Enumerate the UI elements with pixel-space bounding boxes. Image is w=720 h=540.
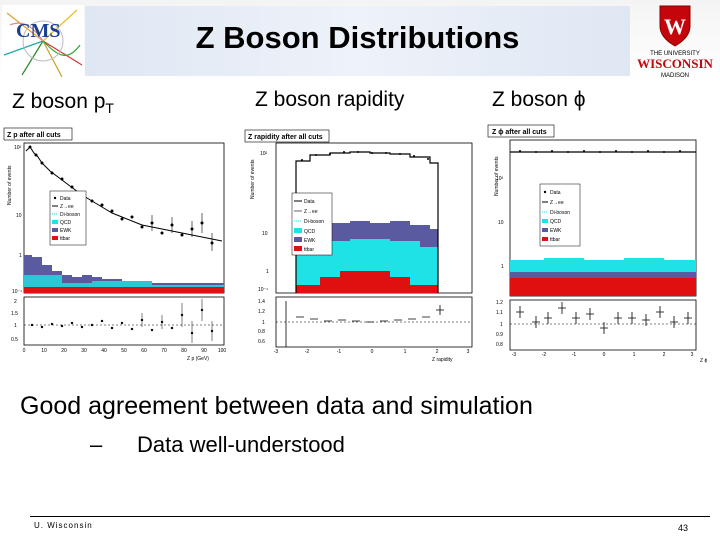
plot-label-rapidity: Z boson rapidity xyxy=(255,88,405,111)
phi-legend-diboson: Di-boson xyxy=(550,210,570,216)
logo-line2: WISCONSIN xyxy=(637,56,713,71)
cms-logo: CMS xyxy=(2,5,84,78)
phi-ytick-2: 1 xyxy=(501,264,504,270)
title-band xyxy=(85,6,630,76)
phi-ratio-ytick-4: 0.8 xyxy=(496,342,503,348)
phi-xtick-3: 0 xyxy=(603,352,606,358)
phi-xtick-2: -1 xyxy=(572,352,577,358)
pt-legend-ewk: EWK xyxy=(60,228,72,234)
phi-panel-title: Z ϕ after all cuts xyxy=(492,129,547,136)
rapidity-ratio-ytick-1: 1.2 xyxy=(258,309,265,315)
rapidity-xaxis-title: Z rapidity xyxy=(432,357,453,363)
rapidity-ytick-2: 1 xyxy=(266,269,269,275)
rapidity-ratio-ytick-2: 1 xyxy=(262,320,265,326)
page-number: 43 xyxy=(678,523,689,533)
pt-xtick-7: 70 xyxy=(161,348,167,354)
phi-xtick-0: -3 xyxy=(512,352,517,358)
rapidity-xtick-1: -2 xyxy=(305,349,310,355)
rapidity-legend-diboson: Di-boson xyxy=(304,219,324,225)
phi-legend-zee: Z→ee xyxy=(550,200,564,206)
phi-xtick-4: 1 xyxy=(633,352,636,358)
svg-text:CMS: CMS xyxy=(16,20,60,42)
bullet-text: Data well-understood xyxy=(137,432,345,457)
pt-ytick-2: 1 xyxy=(19,253,22,259)
pt-xtick-9: 90 xyxy=(201,348,207,354)
rapidity-ratio-ytick-3: 0.8 xyxy=(258,329,265,335)
pt-xtick-6: 60 xyxy=(141,348,147,354)
phi-legend-ttbar: ttbar xyxy=(550,237,560,243)
rapidity-ratio-ytick-4: 0.6 xyxy=(258,339,265,345)
rapidity-ylabel: Number of events xyxy=(250,159,256,199)
phi-ratio-ytick-2: 1 xyxy=(500,322,503,328)
phi-legend-qcd: QCD xyxy=(550,219,562,225)
pt-xtick-5: 50 xyxy=(121,348,127,354)
phi-ytick-0: 10² xyxy=(496,176,504,182)
pt-ylabel: Number of events xyxy=(7,165,13,205)
pt-legend-zee: Z→ee xyxy=(60,204,74,210)
pt-ratio-ytick-1: 1.5 xyxy=(11,311,18,317)
rapidity-xtick-5: 2 xyxy=(436,349,439,355)
footer-institution: U. Wisconsin xyxy=(34,521,93,530)
pt-legend-qcd: QCD xyxy=(60,220,72,226)
pt-xtick-0: 0 xyxy=(23,348,26,354)
uw-madison-logo: W THE UNIVERSITY WISCONSIN MADISON xyxy=(632,2,718,80)
rapidity-ytick-3: 10⁻¹ xyxy=(258,287,268,293)
rapidity-xtick-6: 3 xyxy=(467,349,470,355)
logo-line3: MADISON xyxy=(661,73,689,79)
phi-ratio-ytick-3: 0.9 xyxy=(496,332,503,338)
pt-ratio-ytick-2: 1 xyxy=(14,323,17,329)
phi-xtick-6: 3 xyxy=(691,352,694,358)
pt-xtick-1: 10 xyxy=(41,348,47,354)
pt-xtick-10: 100 xyxy=(218,348,227,354)
conclusion-text: Good agreement between data and simulati… xyxy=(20,392,533,420)
rapidity-ytick-0: 10² xyxy=(260,151,268,157)
rapidity-legend-ewk: EWK xyxy=(304,238,316,244)
pt-ratio-ytick-0: 2 xyxy=(14,299,17,305)
plot-label-phi: Z boson ϕ xyxy=(492,88,586,111)
plot-phi: Z ϕ after all cuts Number of events Data… xyxy=(484,122,716,366)
pt-xaxis-title: Z p (GeV) xyxy=(187,356,209,362)
footer-divider xyxy=(30,516,710,517)
phi-legend-data: Data xyxy=(550,190,561,196)
rapidity-xtick-0: -3 xyxy=(274,349,279,355)
pt-ytick-1: 10 xyxy=(16,213,22,219)
pt-xtick-3: 30 xyxy=(81,348,87,354)
rapidity-xtick-2: -1 xyxy=(337,349,342,355)
slide-title: Z Boson Distributions xyxy=(195,20,520,55)
phi-xaxis-title: Z ϕ xyxy=(700,358,707,364)
pt-xtick-8: 80 xyxy=(181,348,187,354)
phi-xtick-5: 2 xyxy=(663,352,666,358)
phi-xtick-1: -2 xyxy=(542,352,547,358)
pt-panel-title: Z p after all cuts xyxy=(7,132,61,139)
rapidity-ratio-ytick-0: 1.4 xyxy=(258,299,265,305)
rapidity-panel-title: Z rapidity after all cuts xyxy=(248,134,323,141)
phi-legend-ewk: EWK xyxy=(550,228,562,234)
pt-ytick-0: 10² xyxy=(14,145,22,151)
plot-pt: Z p after all cuts Number of events Data… xyxy=(2,125,234,365)
pt-ratio-ytick-3: 0.5 xyxy=(11,337,18,343)
phi-ylabel: Number of events xyxy=(494,156,500,196)
rapidity-legend-zee: Z→ee xyxy=(304,209,318,215)
phi-ratio-ytick-0: 1.2 xyxy=(496,300,503,306)
plot-rapidity: Z rapidity after all cuts Number of even… xyxy=(240,125,480,365)
rapidity-legend-data: Data xyxy=(304,199,315,205)
rapidity-xtick-3: 0 xyxy=(371,349,374,355)
pt-legend-diboson: Di-boson xyxy=(60,212,80,218)
phi-ratio-ytick-1: 1.1 xyxy=(496,310,503,316)
pt-xtick-4: 40 xyxy=(101,348,107,354)
pt-ytick-3: 10⁻¹ xyxy=(12,289,22,295)
pt-legend-ttbar: ttbar xyxy=(60,236,70,242)
rapidity-legend-ttbar: ttbar xyxy=(304,247,314,253)
bullet-dash: – xyxy=(90,432,103,457)
phi-ytick-1: 10 xyxy=(498,220,504,226)
pt-xtick-2: 20 xyxy=(61,348,67,354)
rapidity-legend-qcd: QCD xyxy=(304,229,316,235)
plot-label-pt: Z boson pT xyxy=(12,90,114,117)
rapidity-xtick-4: 1 xyxy=(404,349,407,355)
logo-line1: THE UNIVERSITY xyxy=(650,51,700,57)
pt-legend-data: Data xyxy=(60,196,71,202)
svg-text:W: W xyxy=(664,14,686,39)
rapidity-ytick-1: 10 xyxy=(262,231,268,237)
